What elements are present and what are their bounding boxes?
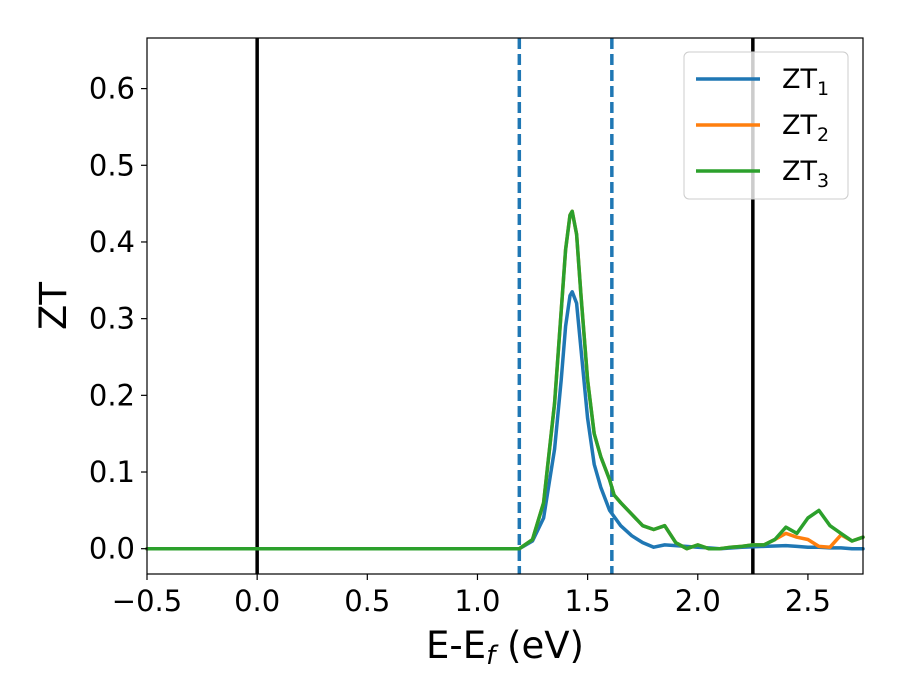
- x-axis-label-unit: (eV): [495, 624, 584, 667]
- legend-box: [683, 51, 849, 200]
- y-axis-ticks: 0.0 0.1 0.2 0.3 0.4 0.5 0.6: [89, 72, 147, 566]
- x-axis-label-main: E-E: [426, 624, 486, 667]
- x-axis-label: E-Ef (eV): [426, 624, 584, 671]
- y-tick-label-4: 0.4: [89, 225, 135, 259]
- series-line-3: [145, 209, 865, 551]
- y-tick-label-5: 0.5: [89, 148, 135, 182]
- series-layer: [145, 209, 865, 551]
- legend-label-subscript-3: 3: [817, 170, 829, 192]
- x-tick-label-2: 0.5: [344, 584, 390, 618]
- legend-label-1: ZT1: [782, 64, 829, 100]
- legend-label-main-3: ZT: [782, 156, 817, 187]
- y-tick-label-3: 0.3: [89, 302, 135, 336]
- series-line-1: [145, 290, 865, 551]
- x-tick-label-0: −0.5: [112, 584, 182, 618]
- legend-label-subscript-1: 1: [817, 78, 829, 100]
- x-tick-label-6: 2.5: [785, 584, 831, 618]
- legend-label-main-2: ZT: [782, 110, 817, 141]
- y-axis-label: ZT: [32, 282, 75, 330]
- legend-label-3: ZT3: [782, 156, 829, 192]
- y-tick-label-6: 0.6: [89, 72, 135, 106]
- x-tick-label-1: 0.0: [234, 584, 280, 618]
- y-tick-label-2: 0.2: [89, 378, 135, 412]
- y-tick-label-0: 0.0: [89, 532, 135, 566]
- x-tick-label-4: 1.5: [565, 584, 611, 618]
- plot-area-frame: [146, 37, 864, 575]
- legend-label-main-1: ZT: [782, 64, 817, 95]
- x-tick-label-3: 1.0: [454, 584, 500, 618]
- y-tick-label-1: 0.1: [89, 455, 135, 489]
- legend-label-2: ZT2: [782, 110, 829, 146]
- x-axis-ticks: −0.5 0.0 0.5 1.0 1.5 2.0 2.5: [112, 574, 831, 618]
- legend-label-subscript-2: 2: [817, 124, 829, 146]
- x-tick-label-5: 2.0: [675, 584, 721, 618]
